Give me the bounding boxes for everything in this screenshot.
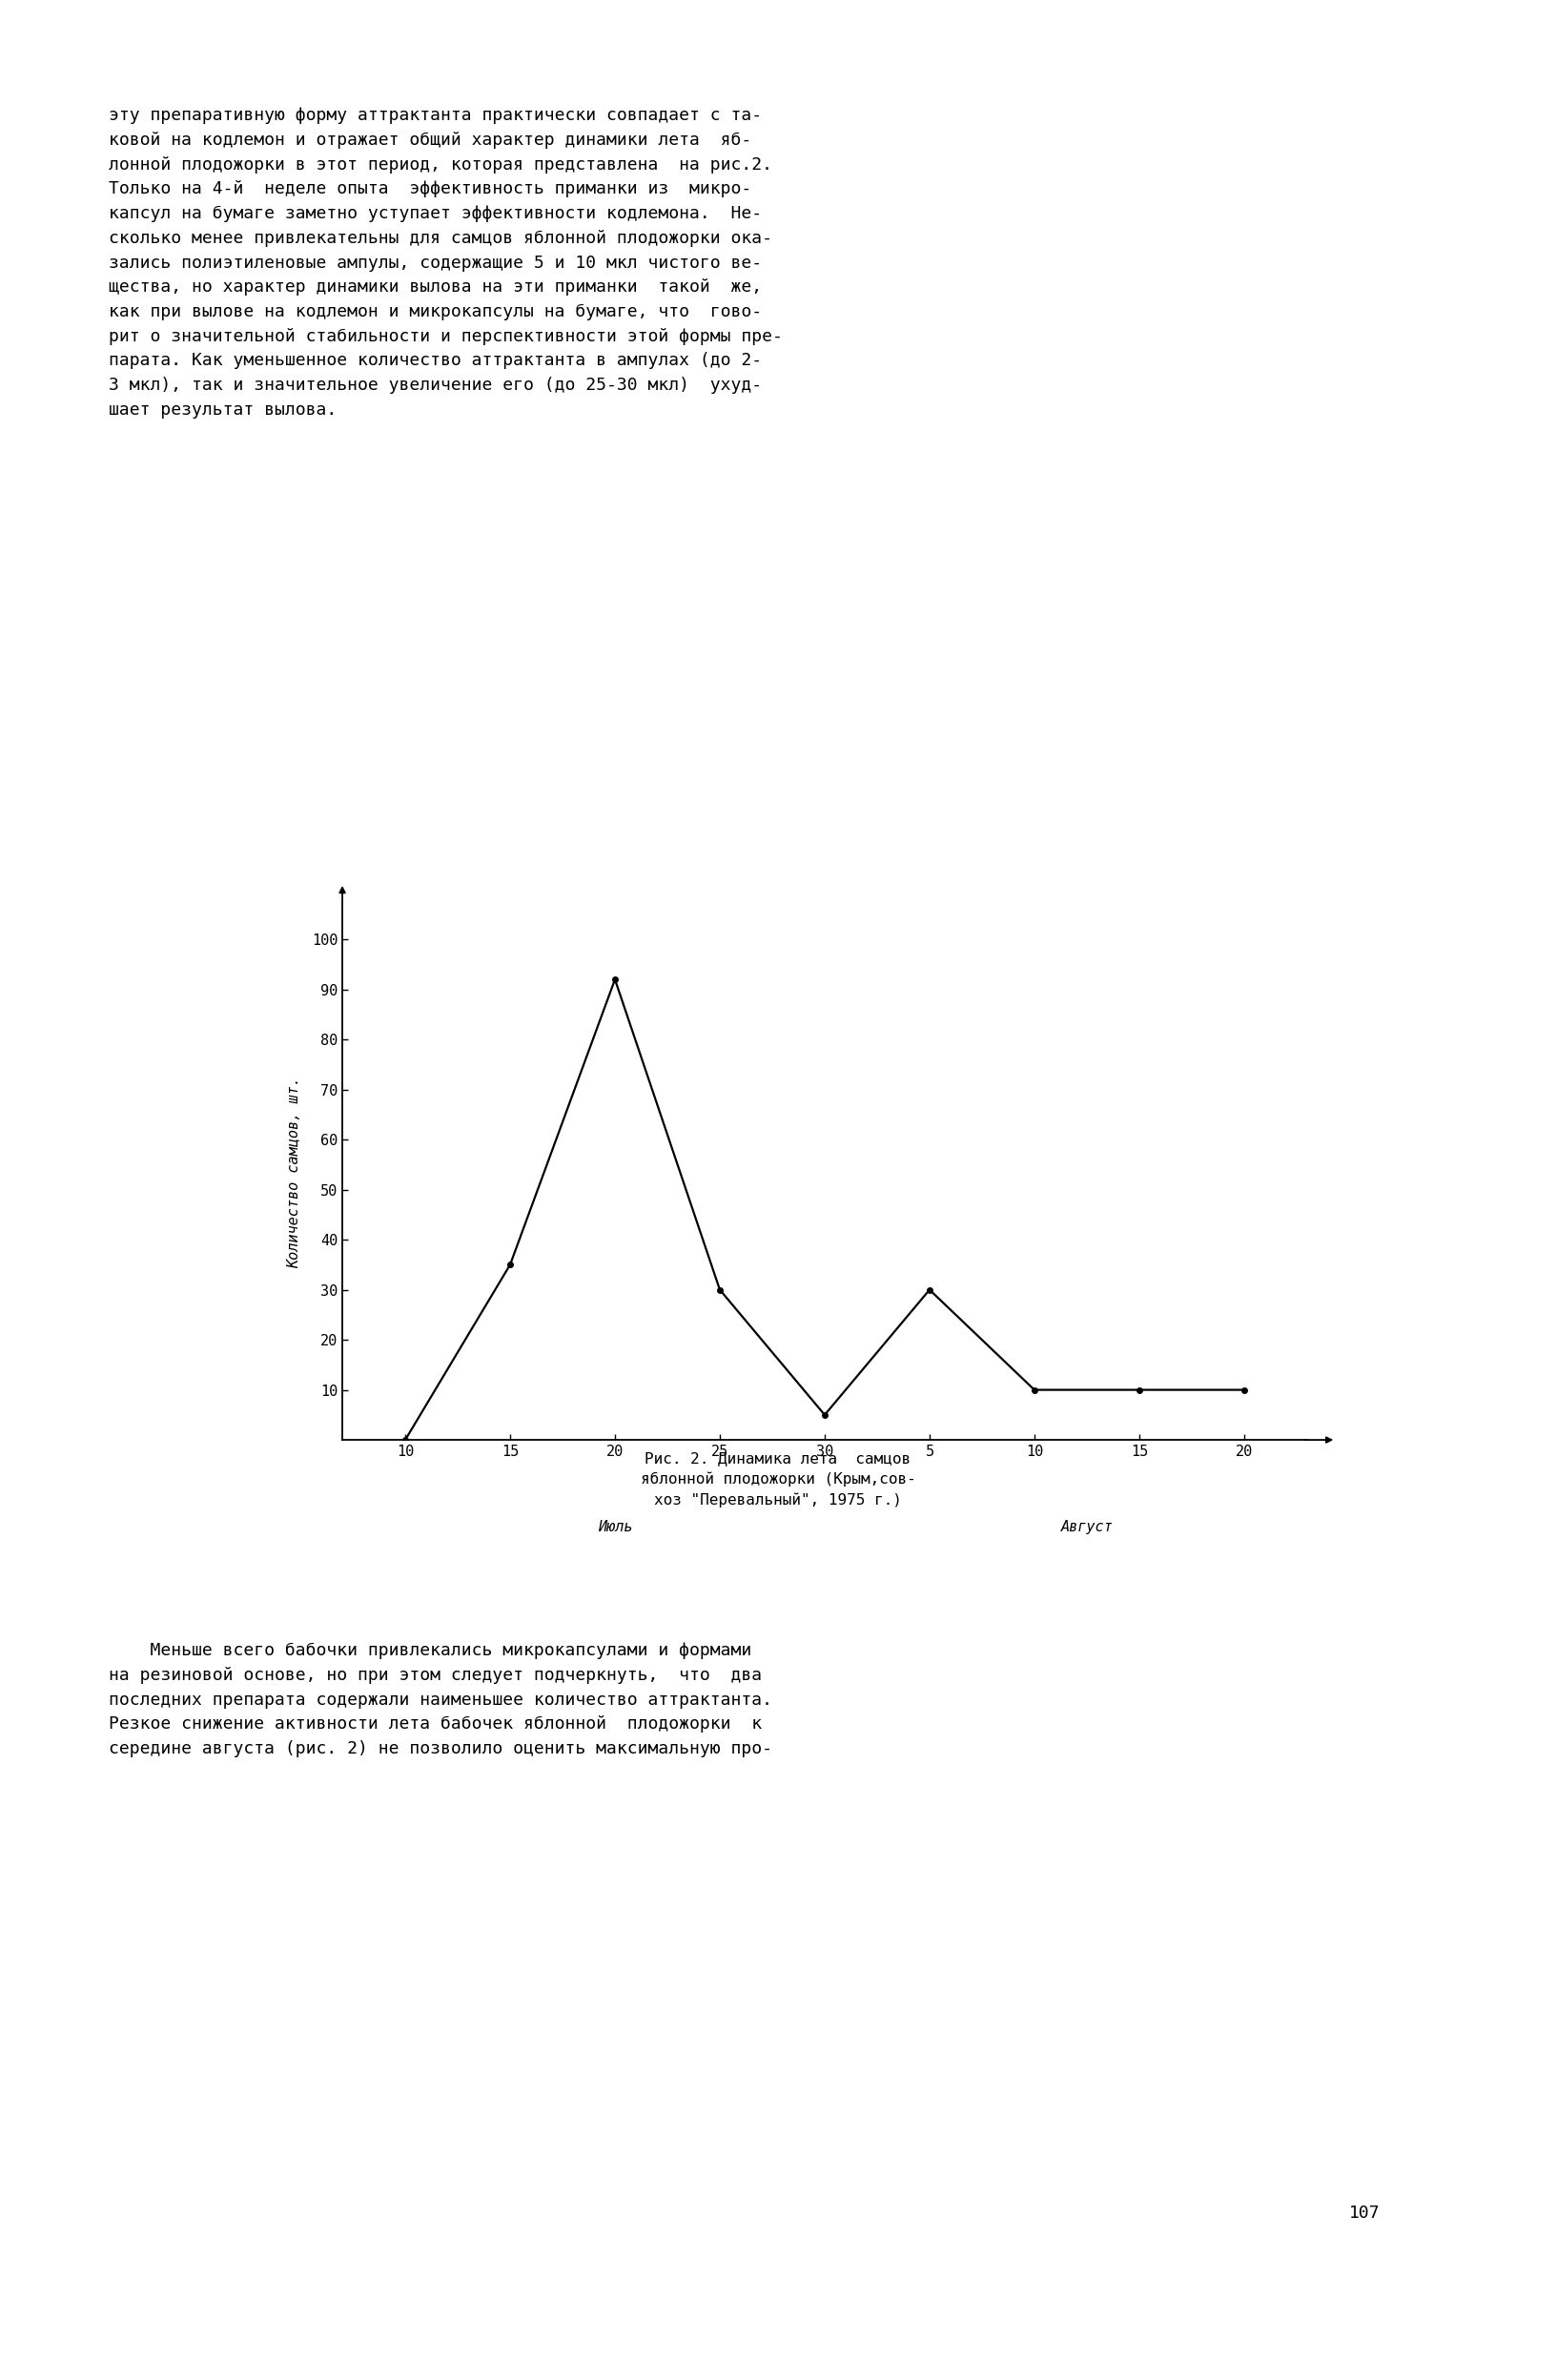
Text: Июль: Июль <box>598 1521 632 1535</box>
Text: 107: 107 <box>1349 2204 1380 2223</box>
Text: Рис. 2. Динамика лета  самцов
яблонной плодожорки (Крым,сов-
хоз "Перевальный", : Рис. 2. Динамика лета самцов яблонной пл… <box>641 1452 915 1507</box>
Text: Август: Август <box>1061 1521 1113 1535</box>
Text: Меньше всего бабочки привлекались микрокапсулами и формами
на резиновой основе, : Меньше всего бабочки привлекались микрок… <box>109 1642 772 1756</box>
Y-axis label: Количество самцов, шт.: Количество самцов, шт. <box>286 1076 300 1269</box>
Text: эту препаративную форму аттрактанта практически совпадает с та-
ковой на кодлемо: эту препаративную форму аттрактанта прак… <box>109 107 783 419</box>
